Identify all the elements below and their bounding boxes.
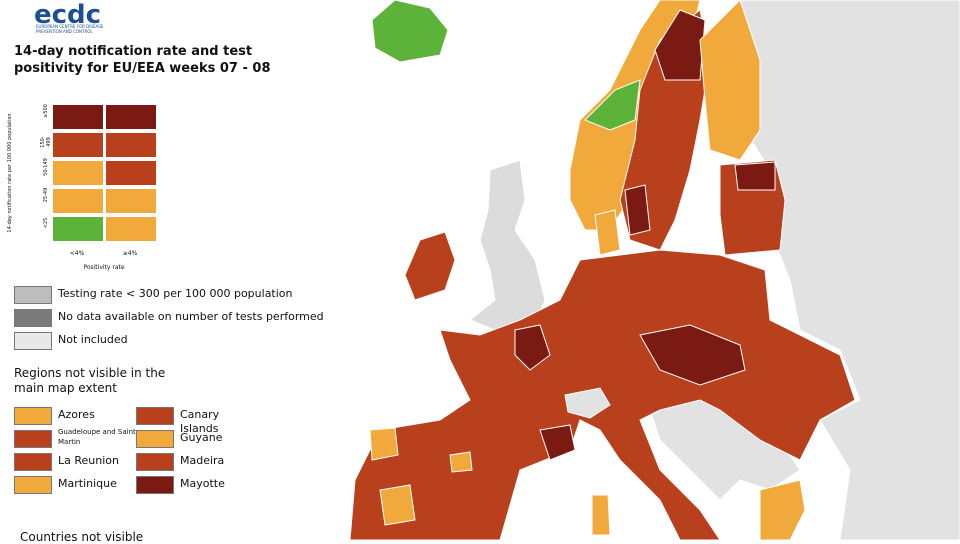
row-label: 50-149 (43, 158, 49, 176)
sardinia (591, 494, 611, 536)
spain-east (449, 451, 473, 473)
estonia (734, 161, 776, 191)
france-south (539, 424, 576, 461)
row-label: 25-49 (43, 187, 49, 203)
matrix-cell (105, 216, 157, 242)
czechia-slovakia (639, 324, 746, 386)
region-label: Guyane (180, 431, 223, 444)
matrix-y-label: 14-day notification rate per 100 000 pop… (7, 113, 13, 233)
swatch (136, 476, 174, 494)
matrix-cell (52, 216, 104, 242)
legend-label: Not included (58, 333, 128, 346)
logo: ecdc (34, 0, 102, 30)
matrix-cell (52, 132, 104, 158)
region-label: Canary Islands (180, 408, 220, 435)
row-label: ≥500 (43, 104, 49, 118)
footer: Countries not visible (20, 530, 144, 544)
swatch (14, 332, 52, 350)
column-label: ≥4% (122, 250, 138, 257)
sweden-south (624, 184, 651, 236)
greece (759, 479, 806, 540)
region-label: Guadeloupe and Saint Martin (58, 428, 136, 446)
row-label: <25 (43, 217, 49, 229)
swatch (136, 430, 174, 448)
matrix-cell (52, 160, 104, 186)
switzerland (564, 387, 611, 419)
swatch (14, 407, 52, 425)
france-north (514, 324, 551, 371)
regions-title: Regions not visible in the main map exte… (14, 366, 166, 395)
region-label: Martinique (58, 477, 117, 490)
legend-label: No data available on number of tests per… (58, 310, 324, 323)
matrix-x-label: Positivity rate (83, 264, 125, 271)
non-eu-east (739, 0, 960, 540)
denmark (594, 209, 621, 256)
spain-north (369, 427, 399, 461)
norway-green (584, 79, 641, 131)
swatch (14, 476, 52, 494)
matrix-cell (105, 160, 157, 186)
region-label: Mayotte (180, 477, 225, 490)
swatch (136, 407, 174, 425)
matrix-cell (105, 188, 157, 214)
matrix-cell (52, 188, 104, 214)
swatch (14, 286, 52, 304)
region-label: Azores (58, 408, 95, 421)
logo-subtitle: EUROPEAN CENTRE FOR DISEASE PREVENTION A… (36, 24, 104, 34)
swatch (14, 309, 52, 327)
swatch (14, 453, 52, 471)
region-label: Madeira (180, 454, 225, 467)
swatch (136, 453, 174, 471)
finland (699, 0, 761, 161)
matrix-cell (105, 104, 157, 130)
region-label: La Reunion (58, 454, 119, 467)
title: 14-day notification rate and test positi… (14, 44, 271, 76)
ireland (404, 231, 456, 301)
matrix-cell (52, 104, 104, 130)
column-label: <4% (69, 250, 85, 257)
matrix-cell (105, 132, 157, 158)
legend-label: Testing rate < 300 per 100 000 populatio… (58, 287, 293, 300)
row-label: 150-499 (40, 136, 52, 148)
swatch (14, 430, 52, 448)
iceland (371, 0, 449, 63)
spain-centre (379, 484, 416, 526)
